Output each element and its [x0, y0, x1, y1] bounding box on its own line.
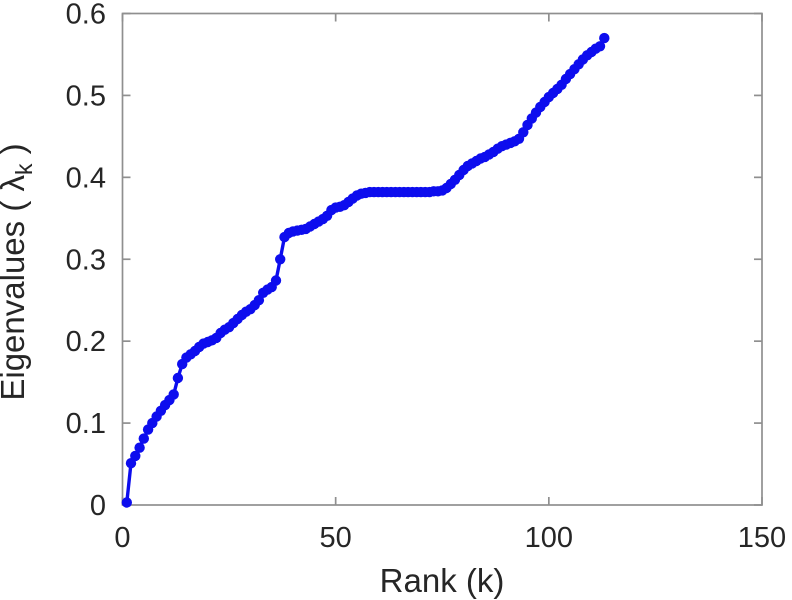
y-axis-label-main: Eigenvalues ( λ [0, 175, 31, 401]
data-point [138, 433, 149, 444]
x-tick-label: 50 [320, 522, 352, 554]
axes-box [121, 12, 763, 506]
data-point [134, 442, 145, 453]
y-axis-label: Eigenvalues ( λk ) [0, 143, 37, 400]
y-tick-label: 0.4 [66, 162, 106, 194]
x-tick-label: 0 [114, 522, 130, 554]
axis-ticks [121, 12, 763, 506]
y-tick-label: 0 [90, 490, 106, 522]
data-point [130, 450, 141, 462]
data-series [121, 32, 610, 508]
y-axis-label-subscript: k [11, 163, 37, 175]
data-point [594, 41, 606, 52]
data-point [275, 254, 286, 265]
y-tick-labels: 0 0.1 0.2 0.3 0.4 0.5 0.6 [66, 0, 106, 522]
data-point [599, 32, 610, 44]
data-point [270, 275, 282, 286]
y-tick-label: 0.6 [66, 0, 106, 31]
y-tick-label: 0.5 [66, 80, 106, 112]
data-point [121, 497, 132, 508]
y-tick-label: 0.2 [66, 326, 106, 358]
x-tick-label: 100 [525, 522, 573, 554]
data-point [168, 389, 179, 400]
y-tick-label: 0.1 [66, 408, 106, 440]
data-point [172, 372, 184, 384]
plot-frame [121, 12, 763, 506]
x-tick-label: 150 [738, 522, 786, 554]
series-line [125, 36, 606, 505]
x-axis-label: Rank (k) [380, 562, 505, 599]
x-tick-labels: 0 50 100 150 [114, 522, 786, 554]
y-tick-label: 0.3 [66, 244, 106, 276]
y-axis-label-close: ) [0, 143, 31, 163]
